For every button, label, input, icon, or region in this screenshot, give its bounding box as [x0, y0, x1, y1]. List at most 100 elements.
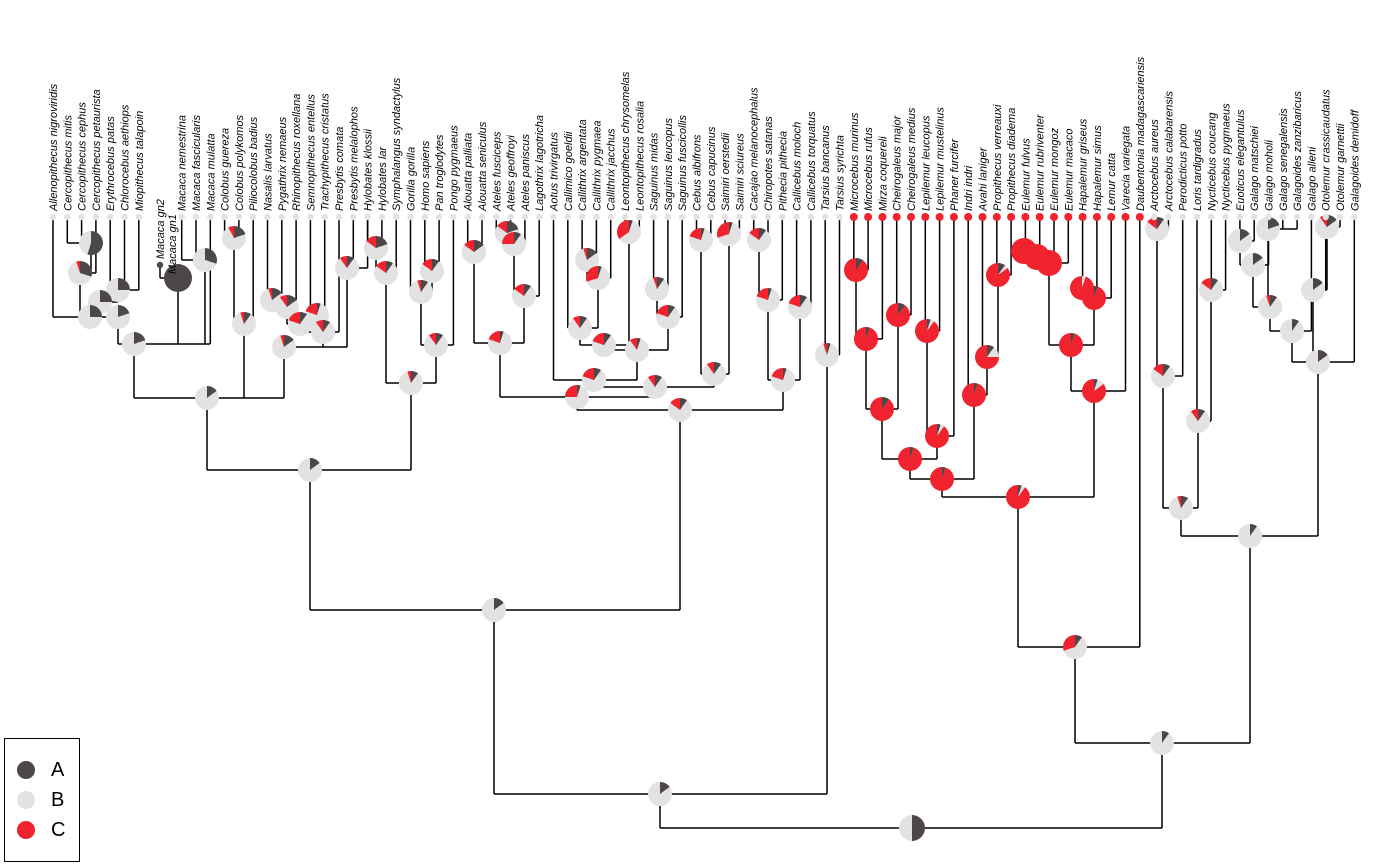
tip-label: Pan troglodytes	[434, 134, 446, 211]
tip-dot	[1150, 213, 1158, 221]
tip-label: Hapalemur griseus	[1078, 118, 1090, 211]
tip-label: Avahi laniger	[978, 146, 990, 212]
pie-slice-b	[1186, 411, 1210, 433]
tip-label: Macaca nemestrina	[177, 115, 189, 211]
pie-slice-a	[1198, 409, 1206, 421]
pie-slice-b	[399, 371, 424, 396]
pie-slice-a	[912, 815, 925, 841]
node-pie	[925, 424, 950, 449]
tip-label: Galago matschiei	[1249, 125, 1261, 211]
tip-dot	[364, 213, 371, 221]
tip-dot	[192, 213, 200, 221]
pie-slice-c	[653, 277, 657, 289]
node-pie	[1062, 635, 1087, 659]
legend-swatch-c	[17, 821, 35, 839]
pie-slice-b	[643, 377, 668, 399]
pie-slice-c	[497, 221, 507, 233]
tip-dot	[793, 213, 800, 221]
pie-slice-c	[514, 284, 524, 296]
pie-slice-c	[464, 240, 474, 252]
tip-dot	[736, 213, 743, 221]
node-pie	[854, 327, 879, 351]
pie-slice-a	[1162, 731, 1170, 743]
tip-label: Cercopithecus petaurista	[91, 89, 103, 211]
tip-label: Trachypithecus cristatus	[320, 93, 332, 211]
pie-slice-a	[580, 316, 588, 328]
node-pie	[771, 368, 796, 393]
tip-label: Hapalemur simus	[1092, 125, 1104, 211]
pie-slice-c	[565, 385, 577, 397]
tip-dot	[636, 213, 643, 221]
tip-label: Cacajao melanocephalus	[749, 87, 761, 211]
pie-slice-a	[866, 327, 870, 339]
node-pie	[78, 305, 102, 329]
pie-slice-a	[800, 295, 808, 307]
pie-slice-a	[300, 312, 308, 324]
node-pie	[288, 312, 313, 336]
node-pie	[335, 256, 359, 281]
node-pie	[747, 228, 772, 253]
pie-slice-a	[680, 398, 688, 410]
pie-slice-c	[366, 236, 376, 248]
pie-slice-b	[68, 261, 92, 285]
node-pie	[364, 236, 389, 260]
tip-dot	[521, 213, 529, 221]
tip-dot	[156, 261, 164, 269]
node-pie	[869, 397, 895, 422]
node-pie	[986, 263, 1010, 287]
node-pie	[68, 261, 93, 285]
pie-slice-a	[118, 305, 130, 317]
node-pie	[717, 222, 742, 247]
pie-slice-a	[421, 280, 429, 292]
tip-labels: Allenopithecus nigroviridis Cercopithecus…	[48, 56, 1361, 274]
tip-label: Ateles geoffroyi	[506, 135, 518, 212]
node-pie	[462, 240, 486, 265]
pie-slice-b	[288, 314, 313, 336]
pie-slice-c	[280, 335, 284, 347]
pie-slice-c	[1177, 496, 1181, 508]
pie-slice-b	[272, 335, 297, 359]
tip-label: Propithecus verreauxi	[992, 104, 1004, 211]
tip-label: Indri indri	[963, 165, 975, 211]
tip-dot	[1121, 213, 1130, 221]
tip-dot	[1293, 213, 1301, 221]
tip-dot	[121, 213, 128, 221]
pie-slice-a	[1018, 485, 1022, 497]
tip-label: Arctocebus calabarensis	[1163, 91, 1175, 212]
tip-dot	[92, 213, 100, 221]
pie-slice-a	[164, 264, 192, 292]
pie-slice-b	[1228, 229, 1252, 253]
pie-slice-b	[667, 400, 693, 423]
pie-slice-a	[87, 231, 103, 255]
pie-slice-b	[927, 319, 935, 331]
pie-slice-a	[1270, 295, 1278, 307]
node-pie	[975, 345, 999, 369]
pie-slice-b	[586, 266, 611, 290]
pie-slice-c	[228, 226, 234, 238]
tip-dot	[621, 213, 629, 221]
node-pie	[106, 278, 130, 302]
pie-slice-a	[1250, 524, 1258, 536]
node-pie	[689, 228, 714, 253]
pie-slice-b	[364, 240, 389, 260]
pie-slice-a	[494, 598, 504, 610]
pie-slice-c	[897, 447, 922, 471]
node-pie	[481, 598, 506, 622]
tip-dot	[892, 213, 901, 221]
tip-label: Macaca mulatta	[205, 133, 217, 211]
tip-dot	[507, 213, 514, 221]
pie-slice-a	[272, 288, 282, 300]
pie-slice-c	[268, 288, 272, 300]
pie-slice-a	[323, 320, 331, 332]
tip-dot	[907, 213, 915, 221]
tip-label: Pithecia pithecia	[777, 131, 789, 211]
pie-slice-b	[192, 248, 217, 272]
pie-slice-a	[598, 266, 602, 278]
node-pie	[1280, 319, 1304, 343]
node-pie	[222, 226, 246, 251]
node-pie	[1151, 364, 1175, 388]
tip-dot	[949, 213, 958, 221]
tip-label: Tarsius bancanus	[820, 125, 832, 211]
node-pie	[164, 264, 192, 292]
pie-slice-b	[1145, 219, 1169, 242]
